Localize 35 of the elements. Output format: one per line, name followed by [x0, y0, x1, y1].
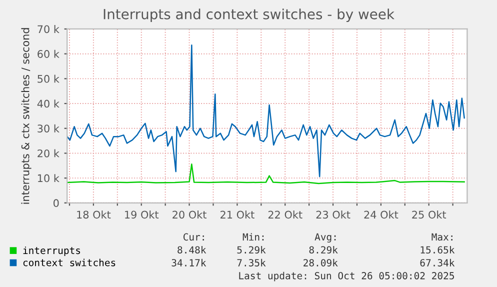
x-tick-label: 23 Okt: [316, 210, 350, 219]
x-tick-label: 22 Okt: [268, 210, 302, 219]
x-tick-label: 24 Okt: [364, 210, 398, 219]
text: 5.29k: [237, 246, 266, 254]
y-tick-label: 10 k: [38, 174, 60, 182]
legend-label: interrupts: [23, 246, 80, 256]
line-series: [67, 164, 465, 184]
y-tick-label: 20 k: [38, 149, 60, 158]
y-tick-label: 50 k: [38, 74, 60, 83]
x-tick-label: 20 Okt: [172, 210, 206, 219]
y-tick-label: 30 k: [38, 124, 60, 132]
text: Cur:: [184, 233, 204, 241]
text: 15.65k: [420, 246, 455, 254]
x-tick-label: 19 Okt: [125, 210, 159, 219]
text: Max:: [432, 233, 452, 241]
x-tick-label: 18 Okt: [77, 210, 111, 219]
y-tick-label: 40 k: [37, 100, 60, 108]
text: 67.34k: [420, 258, 455, 266]
text: Avg:: [314, 233, 336, 243]
text: 7.35k: [237, 258, 266, 266]
line-series: [67, 44, 465, 178]
text: Min:: [242, 233, 264, 240]
legend-label: context switches: [23, 258, 116, 266]
text: 8.48k: [178, 246, 206, 254]
text: 34.17k: [172, 258, 206, 266]
y-tick-label: 60 k: [38, 50, 60, 58]
text: Last update: Sun Oct 26 05:00:02 2025: [239, 272, 454, 282]
x-tick-label: 21 Okt: [220, 210, 254, 219]
y-tick-label: 0: [54, 199, 59, 208]
y-tick-label: 70 k: [38, 25, 60, 34]
chart-title: Interrupts and context switches - by week: [104, 8, 394, 22]
x-tick-label: 25 Okt: [412, 210, 446, 219]
text: 8.29k: [309, 246, 338, 254]
y-axis-title: interrupts & ctx switches / second: [21, 28, 32, 204]
text: 28.09k: [304, 258, 338, 266]
